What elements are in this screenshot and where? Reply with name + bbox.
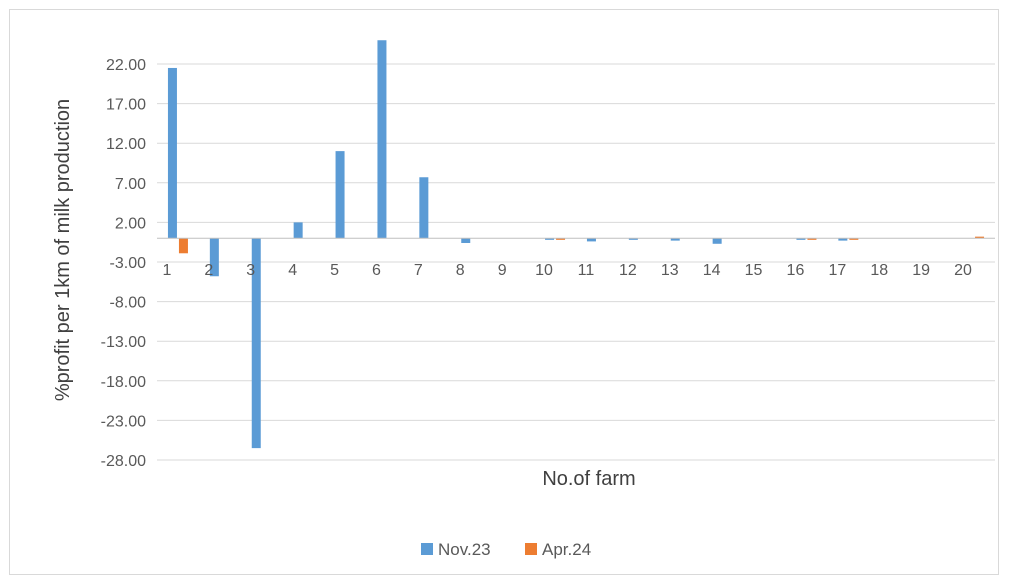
x-tick-label: 12: [619, 262, 637, 279]
x-tick-label: 9: [498, 262, 507, 279]
x-axis-title: No.of farm: [542, 468, 635, 490]
bar-nov23-farm-4: [293, 222, 303, 239]
y-tick-label: 2.00: [115, 215, 146, 232]
x-tick-label: 19: [912, 262, 930, 279]
bar-apr24-farm-16: [807, 238, 817, 240]
y-tick-label: -28.00: [101, 453, 146, 470]
x-tick-label: 7: [414, 262, 423, 279]
bar-apr24-farm-10: [556, 238, 566, 240]
x-tick-label: 14: [703, 262, 721, 279]
bar-apr24-farm-17: [849, 238, 859, 240]
bar-nov23-farm-6: [377, 40, 387, 239]
x-tick-label: 15: [745, 262, 763, 279]
bar-nov23-farm-3: [251, 238, 261, 449]
y-axis-title: %profit per 1km of milk production: [52, 99, 74, 401]
y-axis-ticks: 22.00 17.00 12.00 7.00 2.00 -3.00 -8.00 -13.00 -…: [101, 57, 146, 470]
bar-nov23-farm-14: [712, 238, 722, 244]
y-tick-label: -23.00: [101, 413, 146, 430]
gridlines: [157, 63, 995, 461]
y-tick-label: 22.00: [106, 57, 146, 74]
bar-nov23-farm-11: [586, 238, 596, 242]
legend-label: Apr.24: [542, 540, 591, 559]
bars: [167, 40, 985, 449]
y-tick-label: -8.00: [110, 295, 147, 312]
y-tick-label: 12.00: [106, 136, 146, 153]
bar-nov23-farm-12: [628, 238, 638, 240]
x-tick-label: 13: [661, 262, 679, 279]
x-axis-ticks: 1 2 3 4 5 6 7 8 9 10 11 12 13 14 15 16 17 18 19 20: [162, 262, 972, 279]
bar-nov23-farm-1: [167, 67, 177, 239]
x-tick-label: 16: [787, 262, 805, 279]
y-tick-label: 7.00: [115, 176, 146, 193]
x-tick-label: 2: [204, 262, 213, 279]
legend: Nov.23 Apr.24: [421, 540, 591, 559]
x-tick-label: 20: [954, 262, 972, 279]
x-tick-label: 3: [246, 262, 255, 279]
legend-label: Nov.23: [438, 540, 491, 559]
x-tick-label: 4: [288, 262, 297, 279]
x-tick-label: 5: [330, 262, 339, 279]
bar-nov23-farm-16: [796, 238, 806, 240]
x-tick-label: 10: [535, 262, 553, 279]
x-tick-label: 11: [578, 262, 595, 279]
y-tick-label: -3.00: [110, 255, 147, 272]
y-tick-label: -13.00: [101, 334, 146, 351]
bar-nov23-farm-8: [461, 238, 471, 243]
y-tick-label: 17.00: [106, 97, 146, 114]
bar-nov23-farm-7: [419, 177, 429, 239]
bar-nov23-farm-13: [670, 238, 680, 241]
bar-apr24-farm-1: [178, 238, 188, 254]
y-tick-label: -18.00: [101, 374, 146, 391]
bar-nov23-farm-2: [209, 238, 219, 277]
bar-nov23-farm-5: [335, 151, 345, 239]
legend-swatch: [421, 543, 433, 555]
bar-apr24-farm-20: [975, 236, 985, 239]
x-tick-label: 1: [162, 262, 171, 279]
bar-nov23-farm-17: [838, 238, 848, 241]
bar-nov23-farm-10: [545, 238, 555, 240]
x-tick-label: 6: [372, 262, 381, 279]
x-tick-label: 8: [456, 262, 465, 279]
x-tick-label: 18: [870, 262, 888, 279]
legend-swatch: [525, 543, 537, 555]
x-tick-label: 17: [828, 262, 846, 279]
